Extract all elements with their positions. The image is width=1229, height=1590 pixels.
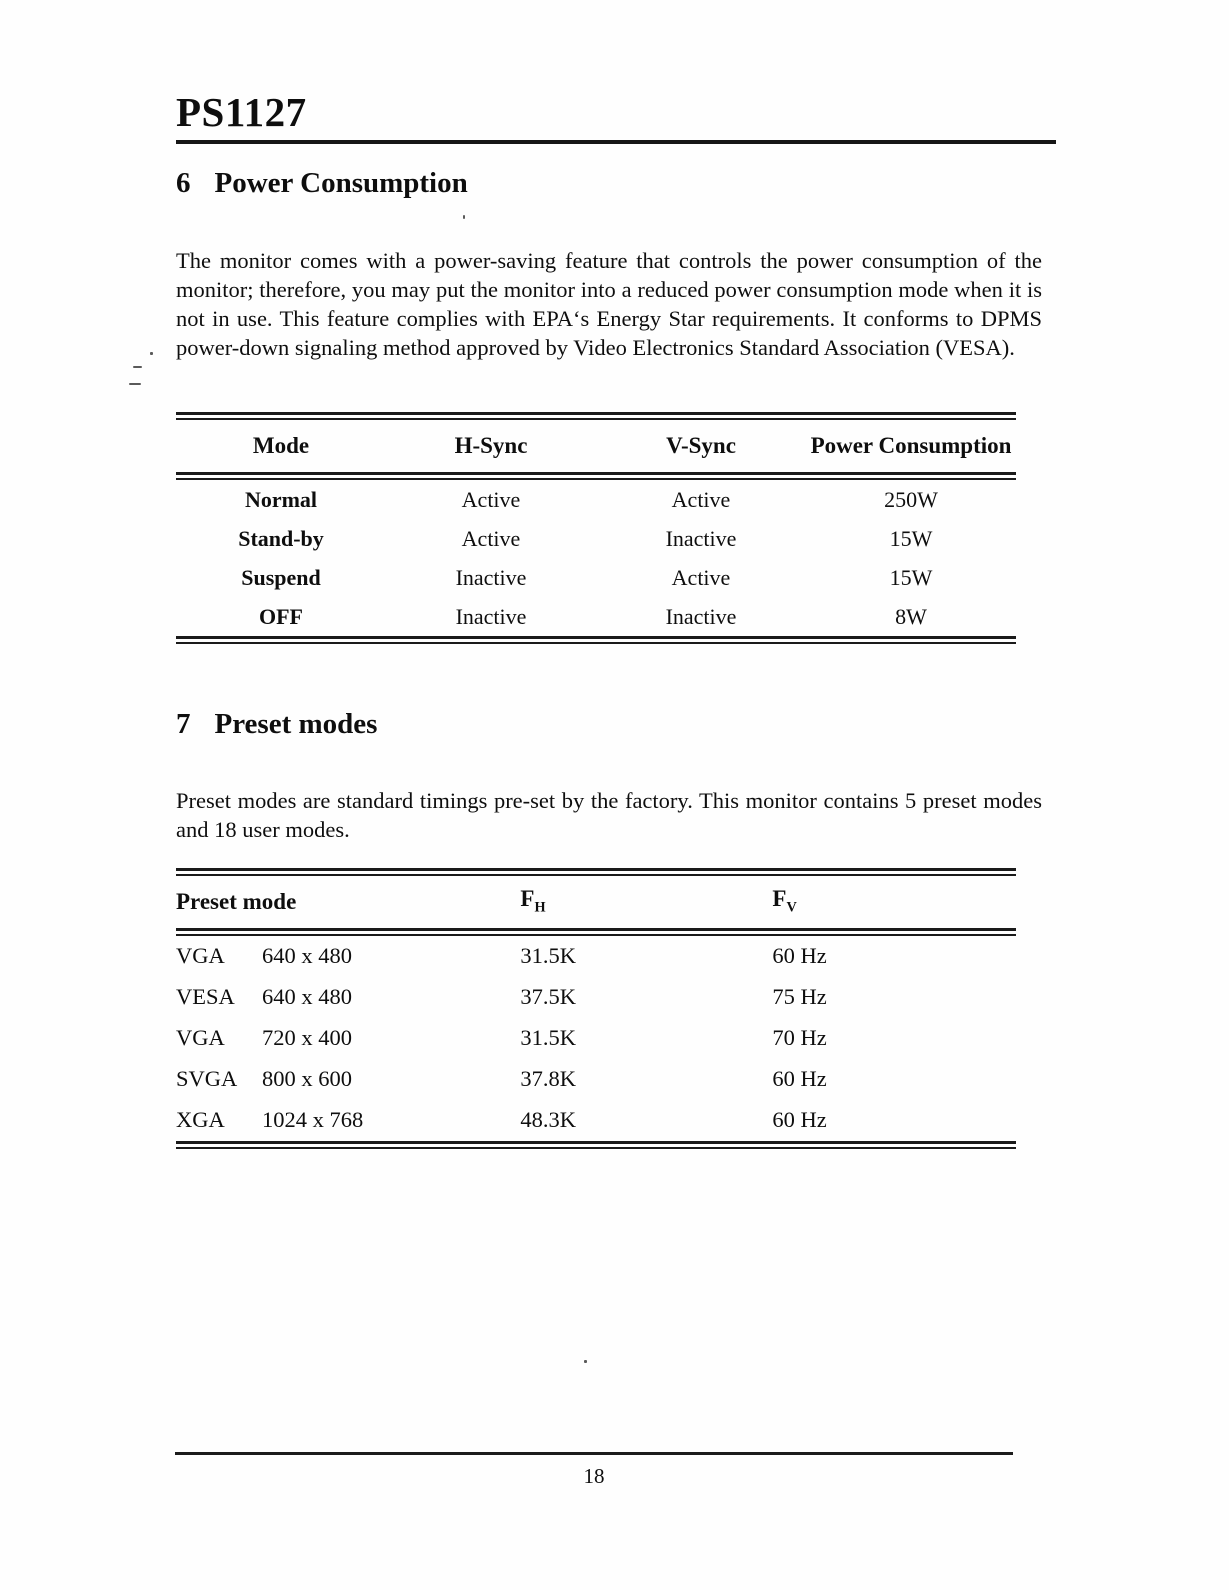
section-7-number: 7 [176, 708, 191, 741]
table-rule-header [176, 472, 1016, 481]
cell-preset-mode: XGA 1024 x 768 [176, 1107, 520, 1133]
standard-name: SVGA [176, 1066, 238, 1092]
fv-base: F [772, 886, 787, 912]
section-6-paragraph: The monitor comes with a power-saving fe… [176, 248, 1042, 361]
column-header-hsync: H-Sync [454, 433, 528, 459]
scan-artifact [584, 1360, 587, 1363]
cell-preset-mode: VGA 720 x 400 [176, 1025, 520, 1051]
table-rule-bottom [176, 1140, 1016, 1149]
resolution: 640 x 480 [262, 984, 352, 1010]
cell-power: 15W [889, 525, 933, 551]
table-row: Suspend Inactive Active 15W [176, 558, 1016, 597]
table-row: OFF Inactive Inactive 8W [176, 597, 1016, 636]
table-rule-header [176, 927, 1016, 936]
cell-preset-mode: VESA 640 x 480 [176, 984, 520, 1010]
cell-fh: 31.5K [520, 1025, 577, 1051]
cell-fh: 37.5K [520, 984, 577, 1010]
fv-subscript: V [786, 900, 797, 917]
table-row: Normal Active Active 250W [176, 480, 1016, 519]
cell-power: 8W [895, 603, 927, 629]
column-header-power: Power Consumption [810, 433, 1012, 459]
cell-power: 15W [889, 564, 933, 590]
cell-fv: 70 Hz [772, 1025, 827, 1051]
table-rule-top [176, 867, 1016, 876]
cell-fh: 48.3K [520, 1107, 577, 1133]
cell-hsync: Inactive [455, 603, 527, 629]
cell-fh: 37.8K [520, 1066, 577, 1092]
standard-name: VGA [176, 943, 225, 969]
fh-subscript: H [534, 900, 546, 917]
cell-preset-mode: VGA 640 x 480 [176, 943, 520, 969]
title-rule [176, 140, 1056, 145]
preset-modes-table: Preset mode FH FV VGA 640 x 480 31.5K 60 … [176, 867, 1016, 1149]
cell-fv: 75 Hz [772, 984, 827, 1010]
table-row: Stand-by Active Inactive 15W [176, 519, 1016, 558]
cell-fh: 31.5K [520, 943, 577, 969]
footer-rule [175, 1452, 1013, 1455]
cell-power: 250W [884, 486, 938, 512]
standard-name: VGA [176, 1025, 225, 1051]
cell-preset-mode: SVGA 800 x 600 [176, 1066, 520, 1092]
power-table-header-row: Mode H-Sync V-Sync Power Consumption [176, 420, 1016, 472]
cell-fv: 60 Hz [772, 1107, 827, 1133]
cell-vsync: Inactive [665, 525, 737, 551]
document-title: PS1127 [176, 89, 307, 135]
table-row: VGA 640 x 480 31.5K 60 Hz [176, 936, 1016, 977]
section-7-paragraph: Preset modes are standard timings pre-se… [176, 787, 1042, 842]
table-row: VGA 720 x 400 31.5K 70 Hz [176, 1018, 1016, 1059]
resolution: 720 x 400 [262, 1025, 352, 1051]
cell-vsync: Active [671, 564, 731, 590]
table-row: VESA 640 x 480 37.5K 75 Hz [176, 977, 1016, 1018]
page-number: 18 [583, 1464, 605, 1488]
section-6-title: Power Consumption [214, 167, 468, 200]
section-6-number: 6 [176, 167, 191, 200]
cell-fv: 60 Hz [772, 1066, 827, 1092]
cell-mode: Normal [244, 486, 318, 512]
resolution: 1024 x 768 [262, 1107, 364, 1133]
column-header-fh: FH [520, 886, 772, 917]
table-rule-top [176, 412, 1016, 421]
section-6-heading: 6 Power Consumption [176, 167, 1044, 200]
section-7-heading: 7 Preset modes [176, 708, 1044, 741]
cell-hsync: Active [461, 525, 521, 551]
cell-mode: Stand-by [238, 525, 324, 551]
column-header-mode: Mode [252, 433, 310, 459]
cell-mode: Suspend [241, 564, 321, 590]
cell-hsync: Inactive [455, 564, 527, 590]
resolution: 640 x 480 [262, 943, 352, 969]
cell-mode: OFF [259, 603, 303, 629]
standard-name: XGA [176, 1107, 225, 1133]
page-content: PS1127 6 Power Consumption The monitor co… [176, 0, 1056, 1149]
preset-table-header-row: Preset mode FH FV [176, 876, 1016, 928]
scan-artifact [463, 215, 465, 219]
column-header-vsync: V-Sync [666, 433, 736, 459]
power-consumption-table: Mode H-Sync V-Sync Power Consumption Nor… [176, 412, 1016, 645]
scan-artifact [129, 383, 141, 385]
table-row: XGA 1024 x 768 48.3K 60 Hz [176, 1100, 1016, 1141]
cell-vsync: Active [671, 486, 731, 512]
scan-artifact [133, 366, 142, 368]
cell-fv: 60 Hz [772, 943, 827, 969]
section-7-title: Preset modes [214, 708, 378, 741]
column-header-preset-mode: Preset mode [176, 888, 297, 914]
fh-base: F [520, 886, 535, 912]
scan-artifact [150, 352, 153, 355]
cell-hsync: Active [461, 486, 521, 512]
standard-name: VESA [176, 984, 235, 1010]
table-row: SVGA 800 x 600 37.8K 60 Hz [176, 1059, 1016, 1100]
resolution: 800 x 600 [262, 1066, 352, 1092]
cell-vsync: Inactive [665, 603, 737, 629]
table-rule-bottom [176, 636, 1016, 645]
column-header-fv: FV [772, 886, 1016, 917]
